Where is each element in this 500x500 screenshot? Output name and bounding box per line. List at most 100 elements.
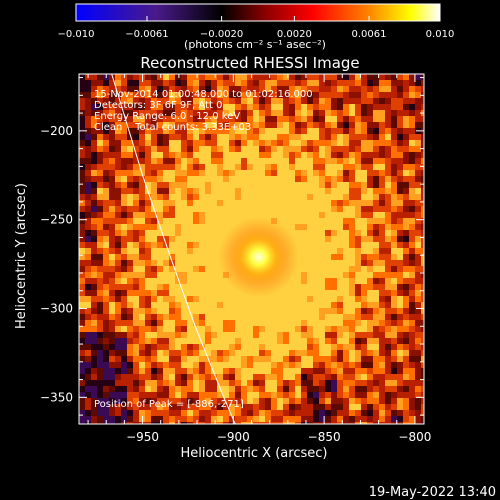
heatmap-cell <box>379 314 385 320</box>
heatmap-cell <box>97 392 103 398</box>
heatmap-cell <box>349 80 355 86</box>
heatmap-cell <box>415 200 421 206</box>
heatmap-cell <box>319 368 325 374</box>
y-tick-label: −200 <box>40 124 73 138</box>
heatmap-cell <box>283 206 289 212</box>
heatmap-cell <box>157 164 163 170</box>
heatmap-cell <box>343 380 349 386</box>
heatmap-cell <box>193 200 199 206</box>
heatmap-cell <box>85 320 91 326</box>
heatmap-cell <box>397 410 403 416</box>
heatmap-cell <box>385 320 391 326</box>
heatmap-cell <box>187 314 193 320</box>
heatmap-cell <box>175 188 181 194</box>
heatmap-cell <box>85 254 91 260</box>
heatmap-cell <box>373 236 379 242</box>
heatmap-cell <box>307 122 313 128</box>
heatmap-cell <box>277 206 283 212</box>
heatmap-cell <box>235 146 241 152</box>
heatmap-cell <box>121 230 127 236</box>
heatmap-cell <box>247 308 253 314</box>
heatmap-cell <box>85 410 91 416</box>
heatmap-cell <box>223 134 229 140</box>
heatmap-cell <box>259 404 265 410</box>
heatmap-cell <box>367 104 373 110</box>
heatmap-cell <box>403 362 409 368</box>
heatmap-cell <box>367 308 373 314</box>
heatmap-cell <box>301 188 307 194</box>
heatmap-cell <box>127 248 133 254</box>
heatmap-cell <box>307 86 313 92</box>
heatmap-cell <box>193 182 199 188</box>
heatmap-cell <box>337 116 343 122</box>
heatmap-cell <box>241 296 247 302</box>
heatmap-cell <box>109 80 115 86</box>
heatmap-cell <box>103 140 109 146</box>
heatmap-cell <box>331 254 337 260</box>
heatmap-cell <box>349 308 355 314</box>
heatmap-cell <box>307 74 313 80</box>
heatmap-cell <box>337 86 343 92</box>
heatmap-cell <box>259 194 265 200</box>
heatmap-cell <box>403 140 409 146</box>
heatmap-cell <box>193 170 199 176</box>
heatmap-cell <box>169 278 175 284</box>
heatmap-cell <box>337 326 343 332</box>
heatmap-cell <box>403 302 409 308</box>
heatmap-cell <box>415 158 421 164</box>
heatmap-cell <box>193 206 199 212</box>
heatmap-cell <box>109 314 115 320</box>
heatmap-cell <box>247 176 253 182</box>
heatmap-cell <box>193 344 199 350</box>
heatmap-cell <box>163 416 169 422</box>
heatmap-cell <box>289 302 295 308</box>
heatmap-cell <box>187 296 193 302</box>
heatmap-cell <box>421 266 424 272</box>
heatmap-cell <box>337 266 343 272</box>
heatmap-cell <box>301 284 307 290</box>
heatmap-cell <box>391 146 397 152</box>
heatmap-cell <box>379 74 385 80</box>
heatmap-cell <box>247 296 253 302</box>
heatmap-cell <box>265 122 271 128</box>
heatmap-cell <box>385 128 391 134</box>
heatmap-cell <box>109 392 115 398</box>
heatmap-cell <box>307 284 313 290</box>
heatmap-cell <box>121 248 127 254</box>
heatmap-cell <box>145 230 151 236</box>
heatmap-cell <box>223 158 229 164</box>
heatmap-cell <box>265 74 271 80</box>
heatmap-cell <box>271 212 277 218</box>
heatmap-cell <box>211 368 217 374</box>
heatmap-cell <box>175 422 181 424</box>
heatmap-cell <box>115 356 121 362</box>
heatmap-cell <box>109 302 115 308</box>
heatmap-cell <box>187 266 193 272</box>
heatmap-cell <box>373 152 379 158</box>
heatmap-cell <box>109 218 115 224</box>
heatmap-cell <box>229 296 235 302</box>
heatmap-cell <box>265 314 271 320</box>
heatmap-cell <box>409 362 415 368</box>
heatmap-cell <box>115 296 121 302</box>
heatmap-cell <box>211 296 217 302</box>
heatmap-cell <box>211 344 217 350</box>
heatmap-cell <box>367 326 373 332</box>
heatmap-cell <box>409 242 415 248</box>
heatmap-cell <box>169 224 175 230</box>
heatmap-cell <box>373 176 379 182</box>
heatmap-cell <box>379 260 385 266</box>
heatmap-cell <box>349 242 355 248</box>
heatmap-cell <box>355 326 361 332</box>
heatmap-cell <box>169 74 175 80</box>
heatmap-cell <box>175 134 181 140</box>
heatmap-cell <box>259 374 265 380</box>
heatmap-cell <box>121 344 127 350</box>
heatmap-cell <box>79 386 85 392</box>
heatmap-cell <box>373 224 379 230</box>
heatmap-cell <box>337 80 343 86</box>
heatmap-cell <box>223 410 229 416</box>
heatmap-cell <box>229 416 235 422</box>
heatmap-cell <box>229 200 235 206</box>
heatmap-cell <box>337 260 343 266</box>
